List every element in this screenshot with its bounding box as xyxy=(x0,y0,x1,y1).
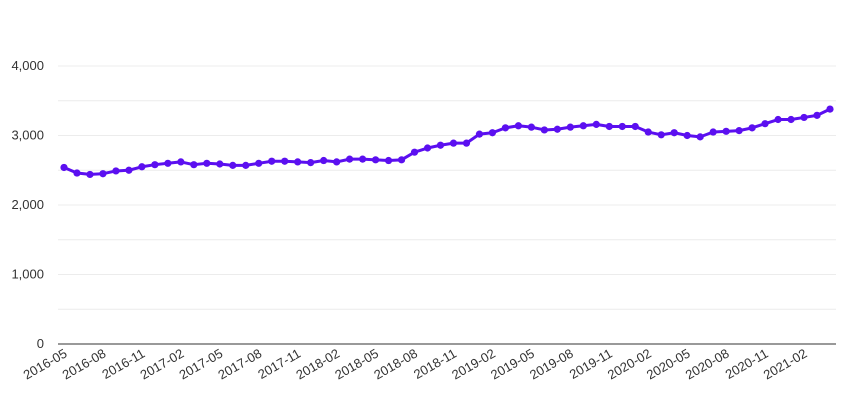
x-tick-label: 2018-11 xyxy=(411,346,459,382)
data-point xyxy=(657,131,665,139)
x-tick-label: 2017-02 xyxy=(138,346,187,383)
data-point xyxy=(73,169,81,177)
data-point xyxy=(631,122,639,131)
x-tick-label: 2016-11 xyxy=(99,346,147,382)
x-tick-label: 2017-05 xyxy=(176,346,225,383)
data-point xyxy=(605,122,613,131)
data-point xyxy=(748,124,756,132)
data-point xyxy=(501,124,510,132)
data-point xyxy=(618,122,626,131)
data-point xyxy=(112,167,120,175)
x-tick-label: 2017-08 xyxy=(215,346,264,383)
x-tick-label: 2021-02 xyxy=(761,346,810,383)
x-tick-label: 2018-02 xyxy=(293,346,342,383)
y-tick-label: 2,000 xyxy=(11,197,44,212)
data-point xyxy=(592,120,600,128)
data-point xyxy=(722,127,730,135)
data-point xyxy=(449,139,458,147)
data-point xyxy=(735,127,743,135)
data-point xyxy=(359,155,367,163)
data-point xyxy=(164,159,172,167)
x-tick-label: 2017-11 xyxy=(255,346,303,382)
data-point xyxy=(670,129,678,137)
data-point xyxy=(255,159,263,167)
data-point xyxy=(397,156,406,164)
data-point xyxy=(307,159,315,167)
data-point xyxy=(138,163,146,171)
data-point xyxy=(190,161,198,169)
data-point xyxy=(371,156,380,164)
data-point xyxy=(774,115,782,124)
data-point xyxy=(462,139,471,147)
data-point xyxy=(579,122,587,130)
y-tick-label: 0 xyxy=(37,336,44,351)
x-tick-label: 2016-08 xyxy=(60,346,109,383)
x-tick-label: 2020-08 xyxy=(683,346,732,383)
data-point xyxy=(125,166,133,174)
data-point xyxy=(151,161,159,169)
data-point xyxy=(384,156,393,165)
data-point xyxy=(813,111,821,119)
x-tick-label: 2018-05 xyxy=(332,346,381,383)
data-point xyxy=(475,130,484,138)
data-point xyxy=(281,157,289,165)
x-tick-label: 2018-08 xyxy=(371,346,420,383)
data-point xyxy=(488,129,497,137)
data-point xyxy=(229,161,237,169)
x-tick-label: 2016-05 xyxy=(21,346,70,383)
data-point xyxy=(99,170,107,178)
data-point xyxy=(320,156,328,165)
x-tick-label: 2019-11 xyxy=(567,346,615,382)
data-point xyxy=(86,170,94,179)
data-point xyxy=(242,161,250,169)
data-point xyxy=(410,148,419,156)
x-tick-label: 2020-02 xyxy=(605,346,654,383)
data-point xyxy=(268,157,276,165)
data-point xyxy=(644,128,652,136)
x-tick-label: 2019-02 xyxy=(449,346,498,383)
data-point xyxy=(514,122,523,130)
y-tick-label: 1,000 xyxy=(11,267,44,282)
data-point xyxy=(333,158,341,166)
data-point xyxy=(60,163,68,172)
data-point xyxy=(553,125,561,133)
data-point xyxy=(709,128,717,136)
data-point xyxy=(346,155,354,163)
data-point xyxy=(436,141,445,149)
x-tick-label: 2020-11 xyxy=(723,346,771,382)
data-point xyxy=(787,115,795,124)
data-point xyxy=(800,113,808,122)
data-point xyxy=(423,144,432,152)
y-tick-label: 4,000 xyxy=(11,58,44,73)
data-point xyxy=(294,158,302,166)
data-point xyxy=(540,126,548,134)
data-point xyxy=(826,105,834,113)
data-point xyxy=(203,159,211,167)
data-point xyxy=(566,123,574,131)
data-point xyxy=(761,120,769,128)
y-tick-label: 3,000 xyxy=(11,128,44,143)
x-tick-label: 2020-05 xyxy=(644,346,693,383)
data-point xyxy=(683,131,691,140)
data-point xyxy=(216,160,224,168)
x-tick-label: 2019-05 xyxy=(488,346,537,383)
data-point xyxy=(177,158,185,166)
data-point xyxy=(696,133,704,141)
x-tick-label: 2019-08 xyxy=(527,346,576,383)
data-point xyxy=(527,123,535,131)
